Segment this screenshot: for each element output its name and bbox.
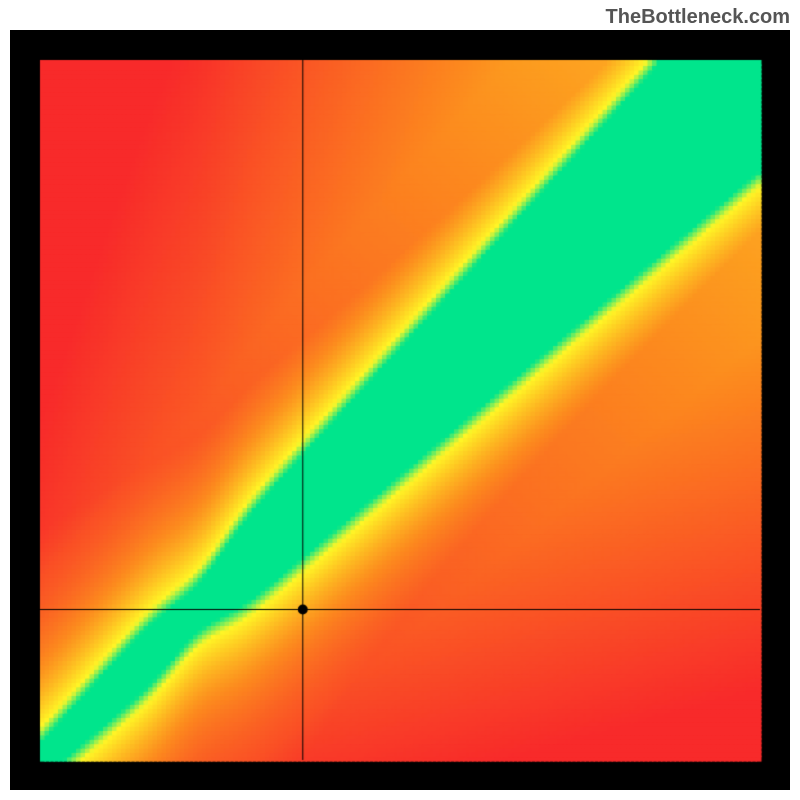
page-container: TheBottleneck.com — [0, 0, 800, 800]
heatmap-canvas — [10, 30, 790, 790]
watermark-text: TheBottleneck.com — [606, 6, 790, 29]
heatmap-frame — [10, 30, 790, 790]
